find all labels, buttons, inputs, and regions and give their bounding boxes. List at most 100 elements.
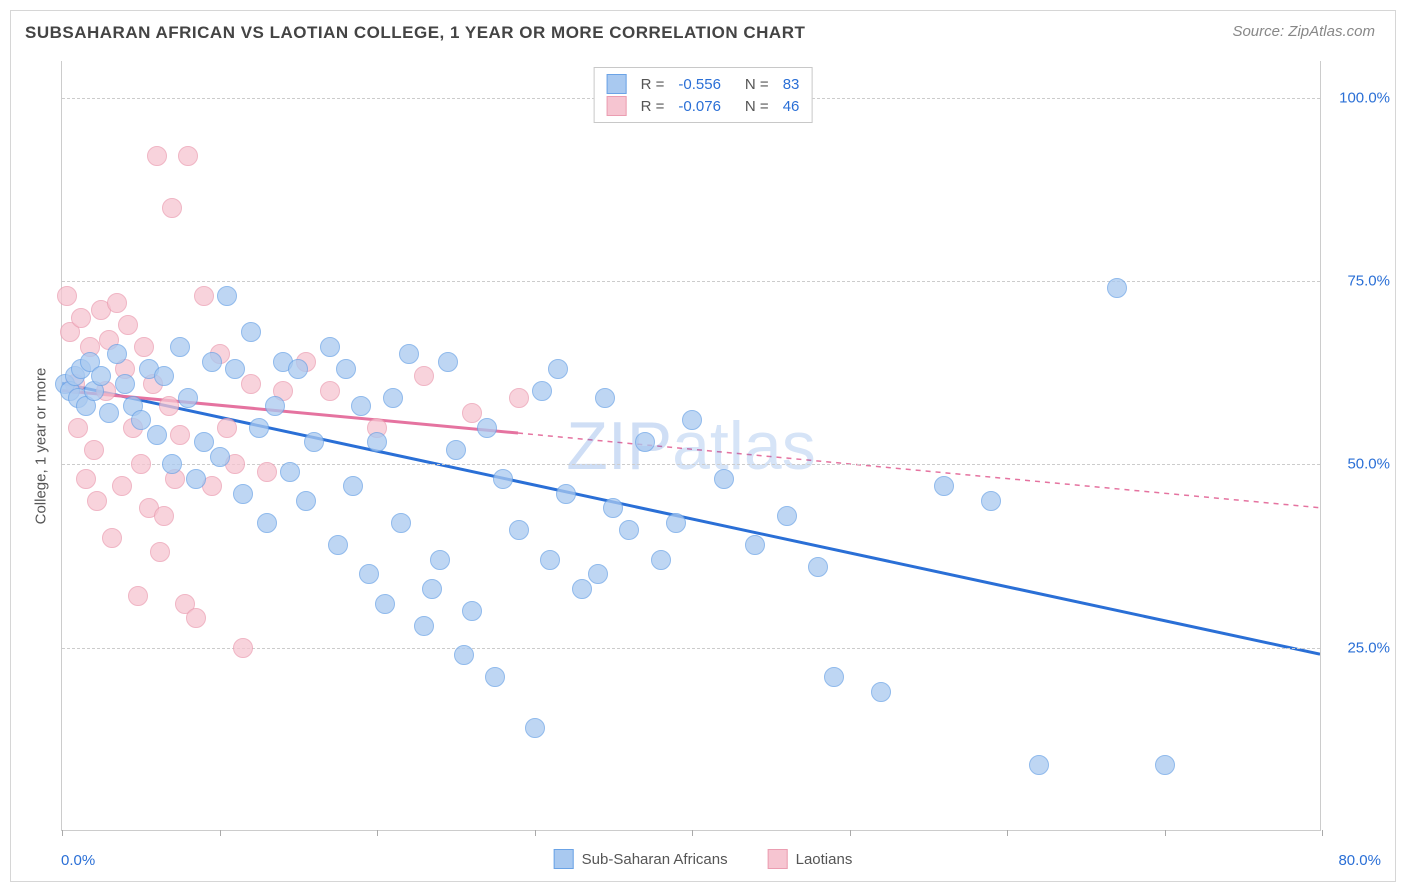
scatter-point-ssa <box>115 374 135 394</box>
scatter-point-lao <box>241 374 261 394</box>
stats-row-ssa: R =-0.556N =83 <box>607 73 800 95</box>
gridline <box>62 281 1320 282</box>
gridline <box>62 464 1320 465</box>
scatter-point-ssa <box>225 359 245 379</box>
trendline-layer <box>62 61 1320 830</box>
scatter-point-ssa <box>154 366 174 386</box>
scatter-point-ssa <box>265 396 285 416</box>
scatter-point-lao <box>134 337 154 357</box>
scatter-point-ssa <box>430 550 450 570</box>
scatter-point-lao <box>178 146 198 166</box>
scatter-point-lao <box>186 608 206 628</box>
scatter-point-lao <box>233 638 253 658</box>
x-tick <box>692 830 693 836</box>
scatter-point-ssa <box>525 718 545 738</box>
scatter-point-ssa <box>493 469 513 489</box>
scatter-point-ssa <box>217 286 237 306</box>
scatter-point-lao <box>257 462 277 482</box>
scatter-point-ssa <box>320 337 340 357</box>
scatter-point-ssa <box>288 359 308 379</box>
r-value: -0.076 <box>678 98 721 115</box>
scatter-point-ssa <box>682 410 702 430</box>
scatter-point-lao <box>87 491 107 511</box>
scatter-point-ssa <box>532 381 552 401</box>
scatter-point-lao <box>147 146 167 166</box>
scatter-point-lao <box>320 381 340 401</box>
scatter-point-ssa <box>934 476 954 496</box>
x-tick <box>1165 830 1166 836</box>
scatter-point-lao <box>154 506 174 526</box>
scatter-point-ssa <box>343 476 363 496</box>
n-value: 46 <box>783 98 800 115</box>
scatter-point-ssa <box>99 403 119 423</box>
scatter-point-ssa <box>509 520 529 540</box>
scatter-point-ssa <box>367 432 387 452</box>
scatter-point-ssa <box>107 344 127 364</box>
scatter-point-ssa <box>178 388 198 408</box>
x-tick <box>220 830 221 836</box>
scatter-point-ssa <box>328 535 348 555</box>
scatter-point-lao <box>194 286 214 306</box>
y-tick-label: 25.0% <box>1330 639 1390 656</box>
scatter-point-ssa <box>91 366 111 386</box>
scatter-point-ssa <box>548 359 568 379</box>
scatter-point-lao <box>76 469 96 489</box>
scatter-point-ssa <box>375 594 395 614</box>
scatter-point-ssa <box>233 484 253 504</box>
scatter-point-ssa <box>635 432 655 452</box>
r-label: R = <box>641 98 665 115</box>
scatter-point-ssa <box>383 388 403 408</box>
series-legend: Sub-Saharan AfricansLaotians <box>554 849 853 869</box>
scatter-point-ssa <box>556 484 576 504</box>
scatter-point-ssa <box>422 579 442 599</box>
scatter-point-lao <box>509 388 529 408</box>
scatter-point-ssa <box>714 469 734 489</box>
scatter-point-ssa <box>162 454 182 474</box>
x-tick <box>62 830 63 836</box>
scatter-point-lao <box>131 454 151 474</box>
scatter-point-ssa <box>241 322 261 342</box>
scatter-point-lao <box>162 198 182 218</box>
scatter-point-ssa <box>462 601 482 621</box>
scatter-point-ssa <box>619 520 639 540</box>
scatter-point-ssa <box>391 513 411 533</box>
scatter-point-lao <box>102 528 122 548</box>
scatter-point-ssa <box>651 550 671 570</box>
scatter-point-ssa <box>359 564 379 584</box>
legend-item: Sub-Saharan Africans <box>554 849 728 869</box>
scatter-point-lao <box>128 586 148 606</box>
scatter-point-lao <box>462 403 482 423</box>
x-tick <box>1007 830 1008 836</box>
stats-legend: R =-0.556N =83 R = -0.076 N = 46 <box>594 67 813 123</box>
y-tick-label: 75.0% <box>1330 273 1390 290</box>
scatter-point-ssa <box>296 491 316 511</box>
scatter-point-ssa <box>446 440 466 460</box>
scatter-point-ssa <box>808 557 828 577</box>
scatter-point-lao <box>150 542 170 562</box>
correlation-chart: SUBSAHARAN AFRICAN VS LAOTIAN COLLEGE, 1… <box>10 10 1396 882</box>
plot-area: ZIPatlas 25.0%50.0%75.0%100.0% <box>61 61 1321 831</box>
scatter-point-ssa <box>454 645 474 665</box>
scatter-point-ssa <box>399 344 419 364</box>
y-tick-label: 50.0% <box>1330 456 1390 473</box>
scatter-point-ssa <box>477 418 497 438</box>
n-label: N = <box>745 76 769 93</box>
scatter-point-ssa <box>981 491 1001 511</box>
legend-label: Sub-Saharan Africans <box>582 851 728 868</box>
scatter-point-lao <box>170 425 190 445</box>
scatter-point-ssa <box>1029 755 1049 775</box>
scatter-point-lao <box>57 286 77 306</box>
x-tick <box>1322 830 1323 836</box>
scatter-point-lao <box>68 418 88 438</box>
scatter-point-lao <box>71 308 91 328</box>
scatter-point-ssa <box>280 462 300 482</box>
scatter-point-ssa <box>438 352 458 372</box>
scatter-point-ssa <box>186 469 206 489</box>
scatter-point-ssa <box>485 667 505 687</box>
scatter-point-ssa <box>666 513 686 533</box>
scatter-point-ssa <box>603 498 623 518</box>
scatter-point-ssa <box>1155 755 1175 775</box>
n-label: N = <box>745 98 769 115</box>
scatter-point-ssa <box>824 667 844 687</box>
scatter-point-lao <box>107 293 127 313</box>
